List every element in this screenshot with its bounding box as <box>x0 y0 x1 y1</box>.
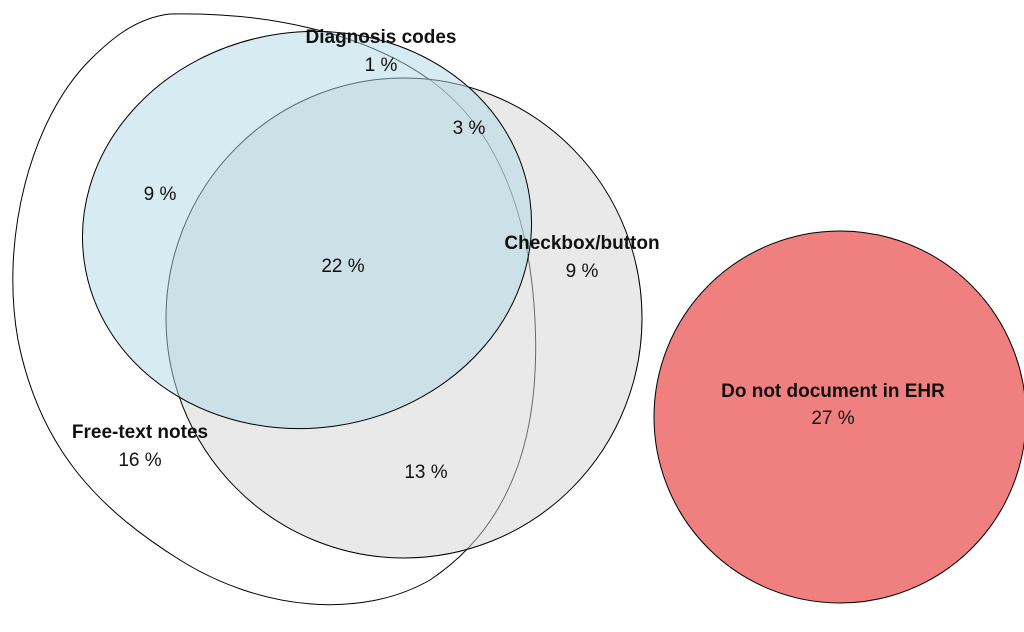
pct-checkbox-only: 9 % <box>566 261 599 282</box>
pct-freetext-only: 16 % <box>118 450 161 471</box>
label-free-text-notes: Free-text notes <box>72 422 208 443</box>
set-diagnosis-codes <box>81 30 533 430</box>
pct-all-three: 22 % <box>321 256 364 277</box>
pct-diagnosis-only: 1 % <box>365 55 398 76</box>
set-do-not-document <box>653 230 1024 604</box>
pct-diagnosis-checkbox: 3 % <box>453 118 486 139</box>
label-diagnosis-codes: Diagnosis codes <box>306 27 457 48</box>
pct-freetext-diagnosis: 9 % <box>144 184 177 205</box>
pct-freetext-checkbox: 13 % <box>404 462 447 483</box>
label-checkbox-button: Checkbox/button <box>504 233 659 254</box>
pct-do-not-document: 27 % <box>811 408 854 429</box>
label-do-not-document: Do not document in EHR <box>721 381 945 402</box>
